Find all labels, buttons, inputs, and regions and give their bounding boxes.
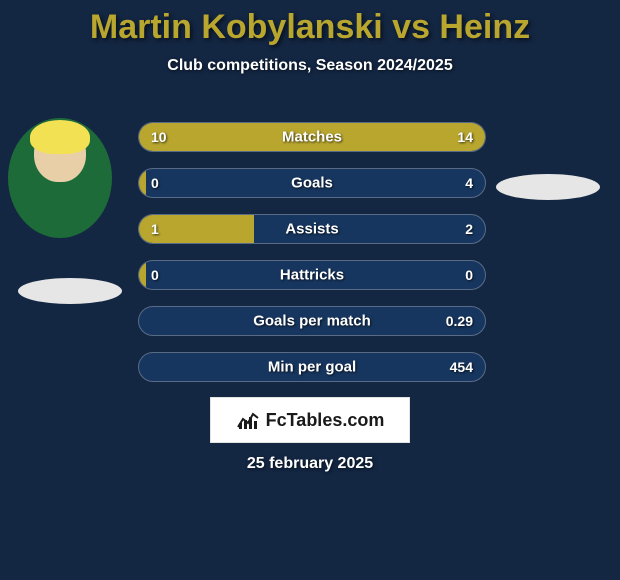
stat-value-left: 0 (151, 175, 159, 191)
branding-text: FcTables.com (266, 410, 385, 431)
branding-badge: FcTables.com (210, 397, 410, 443)
stat-row: Goals per match 0.29 (138, 306, 486, 336)
comparison-subtitle: Club competitions, Season 2024/2025 (0, 57, 620, 75)
stat-value-left: 1 (151, 221, 159, 237)
stat-value-right: 14 (457, 129, 473, 145)
stats-bars: 10 Matches 14 0 Goals 4 1 Assists 2 0 Hattricks 0 Go… (138, 122, 486, 398)
player-left-shadow (18, 278, 122, 304)
stat-row: Min per goal 454 (138, 352, 486, 382)
stat-row: 0 Goals 4 (138, 168, 486, 198)
stat-value-left: 0 (151, 267, 159, 283)
comparison-date: 25 february 2025 (247, 455, 373, 473)
stat-row: 1 Assists 2 (138, 214, 486, 244)
stat-row: 10 Matches 14 (138, 122, 486, 152)
stat-fill-left (139, 261, 146, 289)
branding-chart-icon (236, 409, 260, 431)
stat-row: 0 Hattricks 0 (138, 260, 486, 290)
stat-value-left: 10 (151, 129, 167, 145)
stat-value-right: 4 (465, 175, 473, 191)
stat-label: Matches (282, 129, 342, 146)
stat-value-right: 454 (450, 359, 473, 375)
stat-label: Goals (291, 175, 333, 192)
comparison-title: Martin Kobylanski vs Heinz (0, 0, 620, 47)
stat-label: Goals per match (253, 313, 371, 330)
stat-label: Min per goal (268, 359, 356, 376)
stat-value-right: 0.29 (446, 313, 473, 329)
stat-value-right: 0 (465, 267, 473, 283)
stat-value-right: 2 (465, 221, 473, 237)
stat-label: Assists (285, 221, 338, 238)
stat-fill-left (139, 169, 146, 197)
player-left-avatar (8, 118, 112, 238)
player-right-shadow (496, 174, 600, 200)
stat-label: Hattricks (280, 267, 344, 284)
